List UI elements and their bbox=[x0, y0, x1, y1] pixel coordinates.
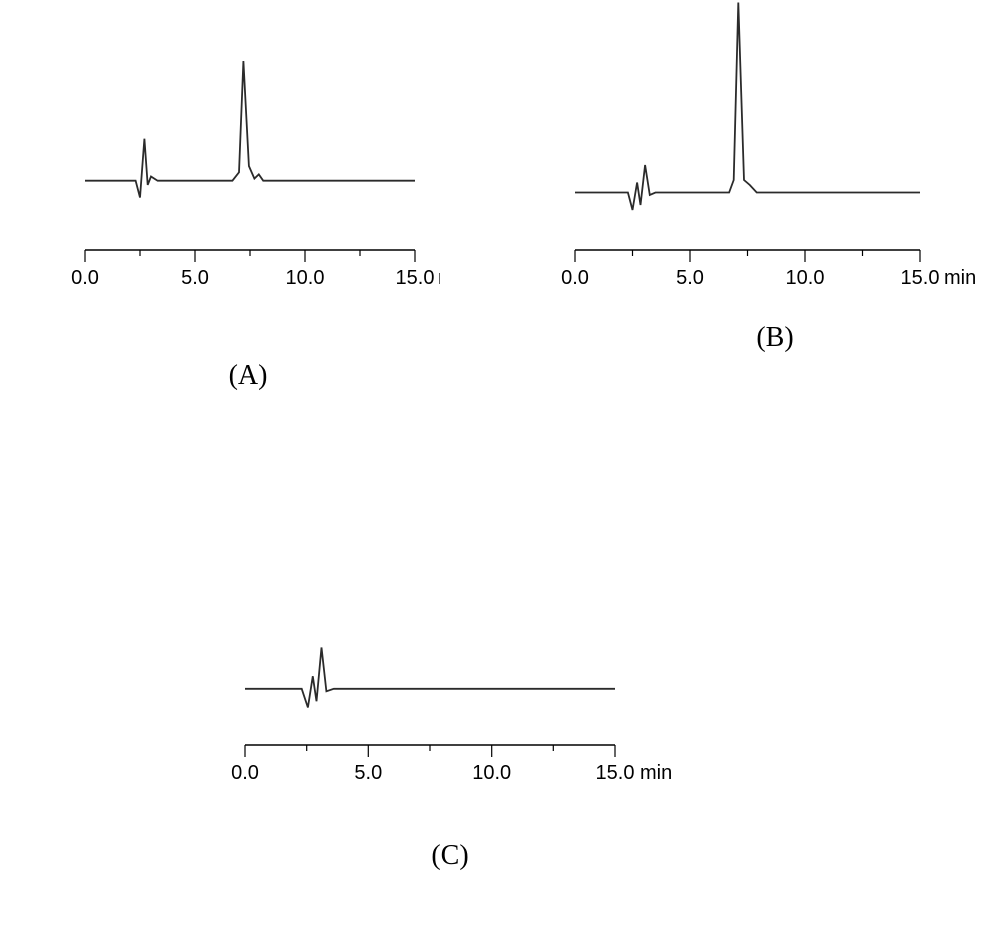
tick-label: 0.0 bbox=[561, 267, 589, 289]
tick-label: 15.0 bbox=[901, 267, 940, 289]
chromatogram-trace bbox=[245, 648, 615, 708]
x-unit-label: min bbox=[944, 267, 976, 289]
chromatogram-panel-c: 0.0 5.0 10.0 15.0 min (C) bbox=[190, 620, 690, 880]
tick-label: 15.0 bbox=[396, 267, 435, 289]
x-unit-label: min bbox=[640, 762, 672, 784]
panel-label-c: (C) bbox=[431, 840, 468, 872]
panel-label-a: (A) bbox=[229, 360, 268, 392]
axis-group: 0.0 5.0 10.0 15.0 min bbox=[71, 250, 440, 289]
tick-label: 5.0 bbox=[354, 762, 382, 784]
chromatogram-panel-b: 0.0 5.0 10.0 15.0 min (B) bbox=[520, 0, 980, 360]
tick-label: 10.0 bbox=[286, 267, 325, 289]
chromatogram-svg-b: 0.0 5.0 10.0 15.0 min bbox=[520, 0, 980, 310]
x-unit-label: min bbox=[438, 267, 440, 289]
tick-label: 5.0 bbox=[676, 267, 704, 289]
chromatogram-svg-a: 0.0 5.0 10.0 15.0 min bbox=[40, 40, 440, 310]
tick-label: 10.0 bbox=[786, 267, 825, 289]
tick-label: 5.0 bbox=[181, 267, 209, 289]
chromatogram-trace bbox=[85, 61, 415, 198]
chromatogram-svg-c: 0.0 5.0 10.0 15.0 min bbox=[190, 620, 690, 800]
axis-group: 0.0 5.0 10.0 15.0 min bbox=[231, 745, 672, 784]
chromatogram-panel-a: 0.0 5.0 10.0 15.0 min (A) bbox=[40, 40, 440, 390]
chromatogram-trace bbox=[575, 3, 920, 211]
tick-label: 0.0 bbox=[231, 762, 259, 784]
tick-label: 0.0 bbox=[71, 267, 99, 289]
tick-label: 10.0 bbox=[472, 762, 511, 784]
tick-label: 15.0 bbox=[596, 762, 635, 784]
axis-group: 0.0 5.0 10.0 15.0 min bbox=[561, 250, 976, 289]
panel-label-b: (B) bbox=[756, 322, 793, 354]
